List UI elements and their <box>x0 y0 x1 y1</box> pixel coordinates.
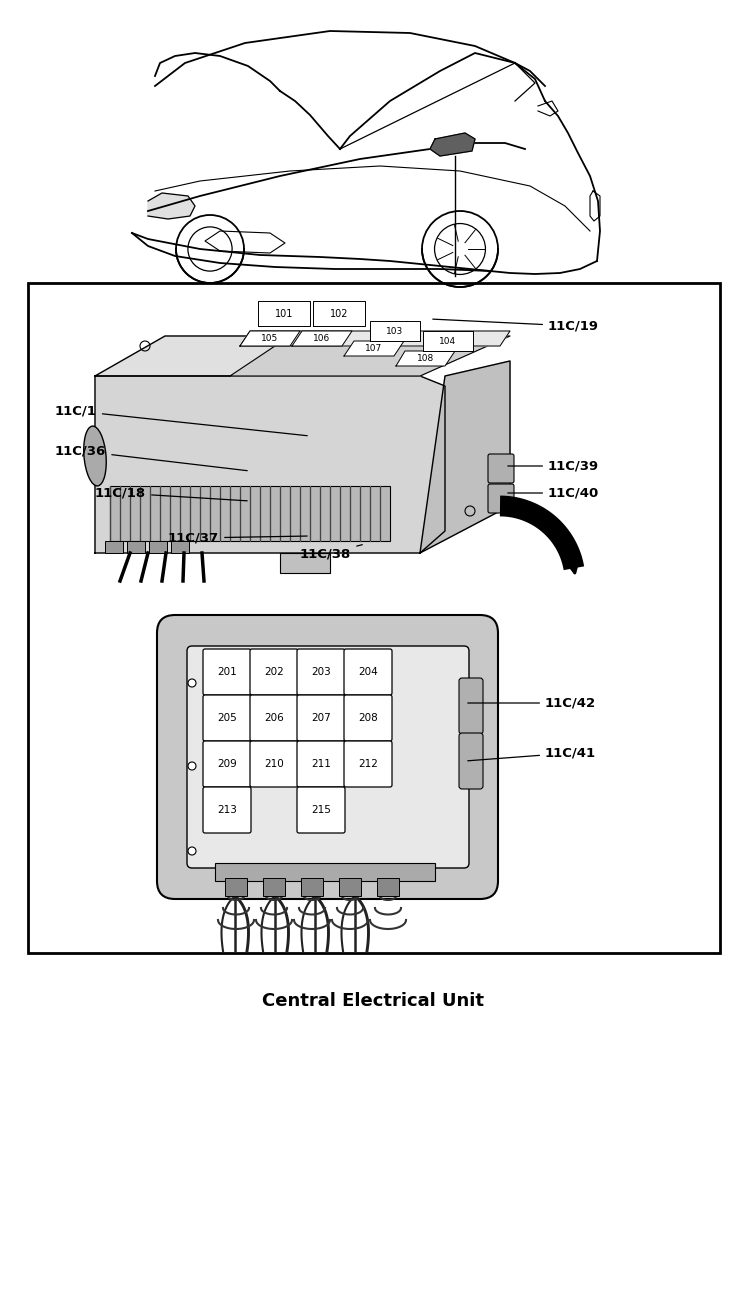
Bar <box>215 863 435 881</box>
Text: 11C/42: 11C/42 <box>468 696 596 709</box>
Polygon shape <box>396 351 455 366</box>
Text: 107: 107 <box>365 343 382 353</box>
FancyBboxPatch shape <box>297 787 345 832</box>
Bar <box>339 878 361 895</box>
Circle shape <box>188 679 196 687</box>
Text: Central Electrical Unit: Central Electrical Unit <box>262 992 484 1009</box>
Text: 215: 215 <box>311 805 331 815</box>
Text: 208: 208 <box>358 713 378 722</box>
Text: 206: 206 <box>264 713 284 722</box>
Polygon shape <box>95 376 445 553</box>
Text: 105: 105 <box>261 334 279 343</box>
Text: 11C/37: 11C/37 <box>168 531 307 544</box>
Polygon shape <box>258 302 310 326</box>
Text: 11C/1: 11C/1 <box>55 405 307 435</box>
FancyBboxPatch shape <box>187 646 469 868</box>
Text: 11C/19: 11C/19 <box>433 319 599 333</box>
Text: 203: 203 <box>311 667 331 676</box>
Text: 212: 212 <box>358 759 378 770</box>
Text: 205: 205 <box>217 713 237 722</box>
Text: 102: 102 <box>329 309 348 319</box>
FancyBboxPatch shape <box>344 695 392 741</box>
Circle shape <box>188 847 196 855</box>
Bar <box>225 878 247 895</box>
Text: 11C/41: 11C/41 <box>468 746 596 760</box>
Text: 204: 204 <box>358 667 378 676</box>
Polygon shape <box>240 330 510 346</box>
Text: 202: 202 <box>264 667 284 676</box>
Polygon shape <box>313 302 365 326</box>
Text: 11C/40: 11C/40 <box>508 486 599 499</box>
Text: 101: 101 <box>275 309 293 319</box>
Text: 104: 104 <box>439 337 456 346</box>
Bar <box>149 541 167 553</box>
Bar <box>110 486 390 541</box>
Text: 108: 108 <box>417 354 434 363</box>
Bar <box>280 553 330 573</box>
Polygon shape <box>344 341 404 357</box>
FancyBboxPatch shape <box>344 741 392 787</box>
Text: 201: 201 <box>217 667 237 676</box>
FancyBboxPatch shape <box>297 695 345 741</box>
Bar <box>377 878 399 895</box>
Text: 213: 213 <box>217 805 237 815</box>
FancyBboxPatch shape <box>203 649 251 695</box>
FancyBboxPatch shape <box>250 695 298 741</box>
FancyBboxPatch shape <box>203 741 251 787</box>
FancyBboxPatch shape <box>250 741 298 787</box>
FancyBboxPatch shape <box>488 454 514 482</box>
FancyBboxPatch shape <box>250 649 298 695</box>
Polygon shape <box>95 336 500 376</box>
Bar <box>127 541 145 553</box>
Polygon shape <box>148 193 195 219</box>
Polygon shape <box>240 330 300 346</box>
Text: 11C/39: 11C/39 <box>508 459 599 472</box>
Text: 210: 210 <box>264 759 284 770</box>
Bar <box>171 541 189 553</box>
Polygon shape <box>420 361 510 553</box>
Text: 207: 207 <box>311 713 331 722</box>
FancyBboxPatch shape <box>203 695 251 741</box>
Polygon shape <box>423 330 473 351</box>
FancyBboxPatch shape <box>459 733 483 789</box>
Bar <box>105 541 123 553</box>
Bar <box>301 878 323 895</box>
FancyBboxPatch shape <box>203 787 251 832</box>
Polygon shape <box>230 336 510 376</box>
Text: 11C/18: 11C/18 <box>95 486 247 501</box>
Polygon shape <box>370 321 420 341</box>
FancyBboxPatch shape <box>459 678 483 734</box>
Polygon shape <box>430 132 475 156</box>
Bar <box>263 878 285 895</box>
FancyBboxPatch shape <box>297 649 345 695</box>
FancyBboxPatch shape <box>488 484 514 513</box>
Text: 11C/38: 11C/38 <box>300 544 362 561</box>
Circle shape <box>188 762 196 770</box>
Ellipse shape <box>84 426 106 486</box>
Text: 106: 106 <box>314 334 331 343</box>
Bar <box>28 283 720 953</box>
Text: 103: 103 <box>386 326 403 336</box>
FancyBboxPatch shape <box>297 741 345 787</box>
FancyBboxPatch shape <box>344 649 392 695</box>
Text: 11C/36: 11C/36 <box>55 444 247 471</box>
Polygon shape <box>292 330 352 346</box>
Text: 211: 211 <box>311 759 331 770</box>
Text: 209: 209 <box>217 759 237 770</box>
FancyBboxPatch shape <box>157 615 498 899</box>
